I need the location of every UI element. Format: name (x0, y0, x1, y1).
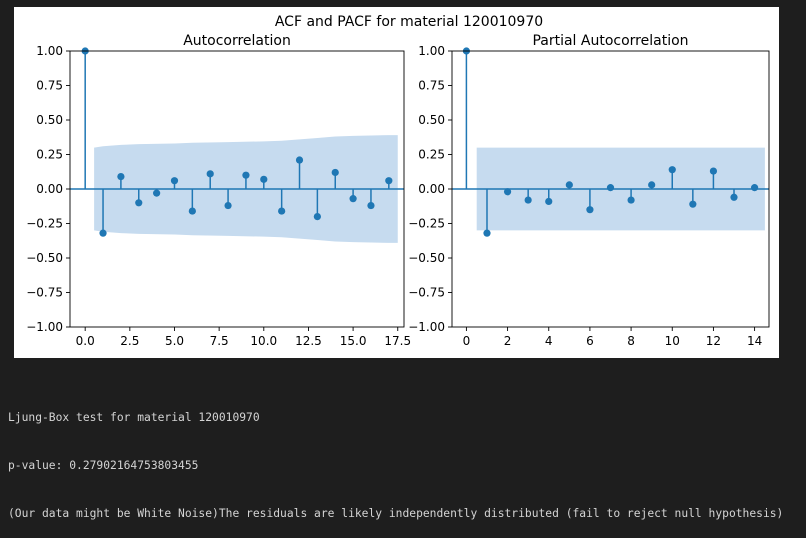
subplot-title: Autocorrelation (183, 33, 291, 49)
stem-marker (188, 207, 196, 215)
stem-marker (730, 193, 738, 201)
stem-marker (135, 199, 143, 207)
stem-marker (206, 170, 214, 178)
stem-marker (483, 229, 491, 237)
stem-marker (606, 184, 615, 192)
x-tick-label: 0.0 (76, 334, 95, 348)
stem-marker (668, 166, 676, 174)
x-tick-label: 14 (747, 334, 762, 348)
y-tick-label: 1.00 (418, 44, 445, 58)
x-tick-label: 8 (627, 334, 635, 348)
stem-marker (117, 172, 125, 181)
stem-marker (545, 197, 553, 206)
x-tick-label: 7.5 (210, 334, 229, 348)
stem-marker (565, 181, 573, 189)
console-line-pvalue: p-value: 0.27902164753803455 (8, 459, 199, 472)
y-tick-label: −0.75 (26, 286, 63, 300)
stem-marker (367, 201, 375, 210)
figure-suptitle: ACF and PACF for material 120010970 (275, 14, 543, 30)
stem-marker (524, 196, 532, 204)
stem-marker (99, 229, 107, 237)
console-output: Ljung-Box test for material 120010970 p-… (8, 378, 783, 538)
y-tick-label: 0.25 (36, 148, 63, 162)
y-tick-label: 0.25 (418, 148, 445, 162)
x-tick-label: 10.0 (250, 334, 277, 348)
stem-marker (295, 156, 304, 164)
stem-marker (260, 175, 268, 183)
stem-marker (349, 195, 357, 203)
chart-svg: ACF and PACF for material 120010970 1.00… (26, 14, 770, 348)
subplot-acf: 1.00 0.75 0.50 0.25 0.00 −0.25 −0.50 −0.75 −1.00… (26, 33, 411, 348)
y-tick-label: 0.50 (36, 113, 63, 127)
stem-marker (278, 207, 286, 215)
stem-marker (242, 171, 250, 179)
stem-marker (503, 188, 512, 196)
stem-marker (385, 177, 393, 185)
y-tick-label: 0.75 (418, 79, 445, 93)
x-tick-label: 4 (545, 334, 553, 348)
stem-marker (224, 201, 232, 210)
y-tick-label: 1.00 (36, 44, 63, 58)
stem-marker (648, 181, 656, 189)
y-tick-label: −1.00 (408, 320, 445, 334)
x-tick-label: 2 (504, 334, 512, 348)
subplot-pacf: 1.00 0.75 0.50 0.25 0.00 −0.25 −0.50 −0.75 −1.00… (408, 33, 770, 348)
x-tick-label: 10 (665, 334, 680, 348)
console-line-title: Ljung-Box test for material 120010970 (8, 411, 260, 424)
x-tick-label: 2.5 (120, 334, 139, 348)
y-tick-label: −0.50 (26, 251, 63, 265)
stem-marker (331, 168, 339, 177)
console-line-conclusion: (Our data might be White Noise)The resid… (8, 507, 784, 520)
y-tick-label: 0.75 (36, 79, 63, 93)
x-tick-label: 12.5 (295, 334, 322, 348)
stem-marker (153, 189, 161, 197)
y-tick-label: −0.75 (408, 286, 445, 300)
stem-marker (313, 213, 321, 221)
stem-marker (689, 200, 697, 208)
x-tick-label: 6 (586, 334, 594, 348)
y-tick-label: 0.00 (418, 182, 445, 196)
y-tick-label: −1.00 (26, 320, 63, 334)
x-tick-label: 5.0 (165, 334, 184, 348)
x-tick-label: 17.5 (384, 334, 411, 348)
stem-marker (586, 206, 594, 214)
y-tick-label: −0.25 (26, 217, 63, 231)
stem-marker (170, 177, 179, 185)
x-tick-label: 12 (706, 334, 721, 348)
x-tick-label: 0 (463, 334, 471, 348)
stem-marker (750, 184, 759, 192)
y-tick-label: 0.00 (36, 182, 63, 196)
y-tick-label: −0.50 (408, 251, 445, 265)
x-tick-label: 15.0 (340, 334, 367, 348)
stem-marker (709, 167, 718, 175)
y-tick-label: 0.50 (418, 113, 445, 127)
stem-marker (627, 196, 635, 204)
y-tick-label: −0.25 (408, 217, 445, 231)
subplot-title: Partial Autocorrelation (532, 33, 688, 49)
chart-figure: ACF and PACF for material 120010970 1.00… (14, 7, 779, 358)
